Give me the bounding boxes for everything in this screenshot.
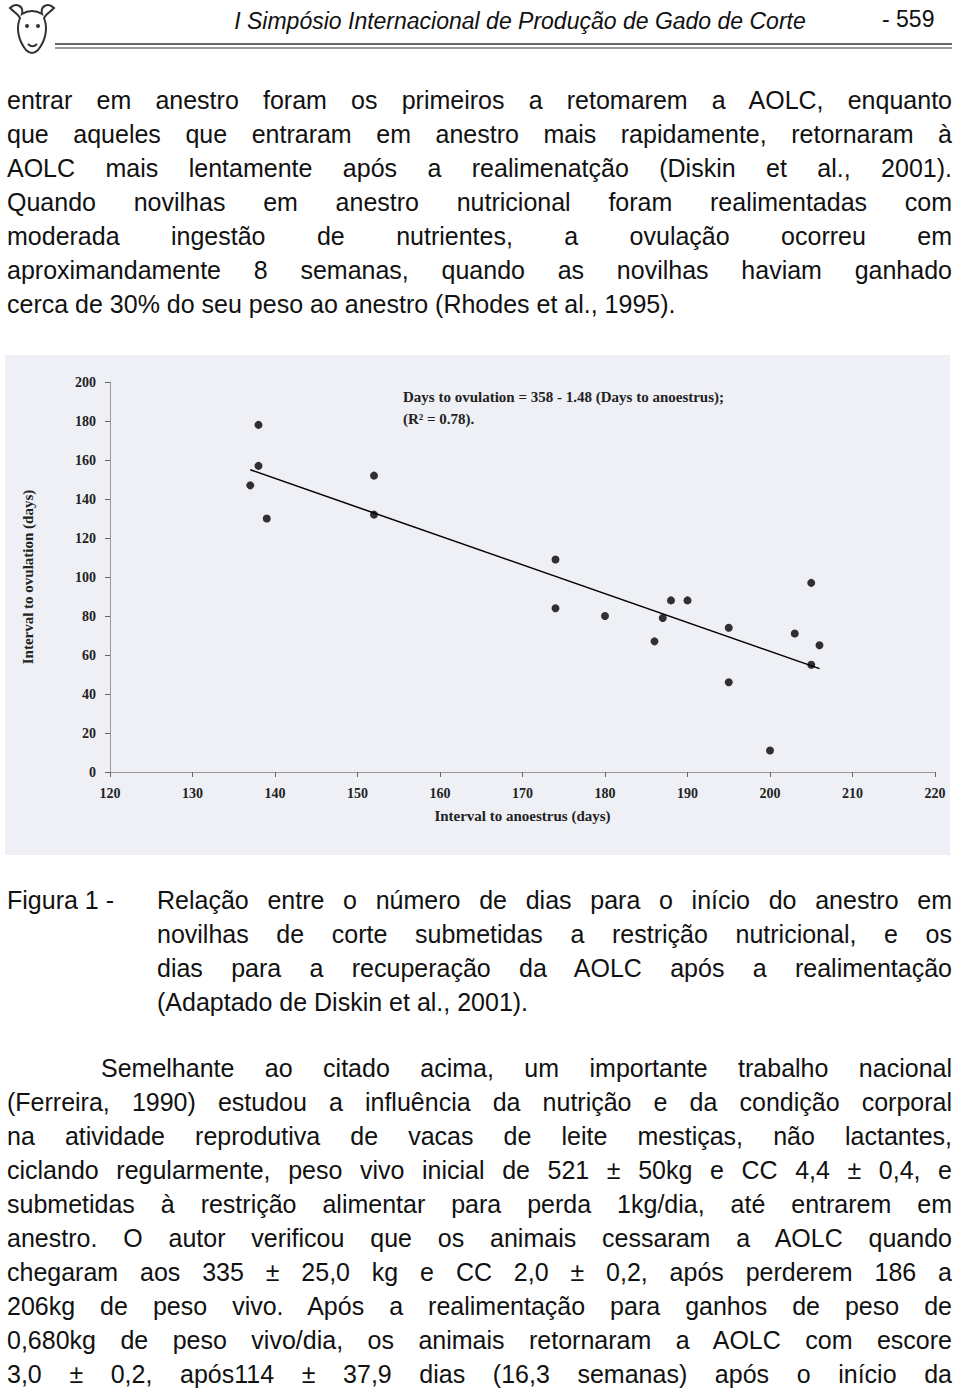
html-text:chegaram aos 335 ± 25,0 kg e C: chegaram aos 335 ± 25,0 kg e CC 2,0 ± 0,… [7, 1258, 952, 1286]
svg-text:160: 160 [430, 786, 451, 801]
html-text:206kg de peso vivo. Após a rea: 206kg de peso vivo. Após a realimentação… [7, 1292, 952, 1320]
svg-text:140: 140 [75, 492, 96, 507]
html-text:- 559: - 559 [882, 6, 935, 32]
html-text:que aqueles que entraram em an: que aqueles que entraram em anestro mais… [7, 120, 952, 148]
svg-text:(R² = 0.78).: (R² = 0.78). [403, 411, 475, 428]
html-text:novilhas de corte submetidas a: novilhas de corte submetidas a restrição… [157, 920, 952, 948]
html-text:na atividade reprodutiva de va: na atividade reprodutiva de vacas de lei… [7, 1122, 952, 1150]
svg-text:180: 180 [75, 414, 96, 429]
html-text:(Adaptado de Diskin et al., 20: (Adaptado de Diskin et al., 2001). [157, 988, 529, 1016]
svg-text:100: 100 [75, 570, 96, 585]
html-text:anestro. O autor verificou que: anestro. O autor verificou que os animai… [7, 1224, 952, 1252]
svg-text:120: 120 [100, 786, 121, 801]
svg-text:210: 210 [842, 786, 863, 801]
svg-text:220: 220 [925, 786, 946, 801]
svg-text:200: 200 [75, 375, 96, 390]
svg-text:60: 60 [82, 648, 96, 663]
html-text:AOLC mais lentamente após a re: AOLC mais lentamente após a realimenatçã… [7, 154, 952, 182]
html-text:(Ferreira, 1990) estudou a inf: (Ferreira, 1990) estudou a influência da… [7, 1088, 952, 1116]
html-text:3,0 ± 0,2, após114 ± 37,9 dias: 3,0 ± 0,2, após114 ± 37,9 dias (16,3 sem… [7, 1360, 952, 1388]
html-text:aproximandamente 8 semanas, qu: aproximandamente 8 semanas, quando as no… [7, 256, 952, 284]
svg-text:120: 120 [75, 531, 96, 546]
html-text:Quando novilhas em anestro nut: Quando novilhas em anestro nutricional f… [7, 188, 952, 216]
html-text:I Simpósio Internacional de Pr: I Simpósio Internacional de Produção de … [234, 8, 806, 34]
svg-text:150: 150 [347, 786, 368, 801]
svg-text:170: 170 [512, 786, 533, 801]
svg-text:130: 130 [182, 786, 203, 801]
svg-text:40: 40 [82, 687, 96, 702]
html-text:cerca de 30% do seu peso ao an: cerca de 30% do seu peso ao anestro (Rho… [7, 290, 676, 318]
svg-text:200: 200 [760, 786, 781, 801]
html-text:ciclando regularmente, peso vi: ciclando regularmente, peso vivo inicial… [7, 1156, 952, 1184]
svg-text:180: 180 [595, 786, 616, 801]
html-text:dias para a recuperação da AOL: dias para a recuperação da AOLC após a r… [157, 954, 952, 982]
svg-text:Interval to ovulation (days): Interval to ovulation (days) [20, 490, 37, 665]
html-text:entrar em anestro foram os pri: entrar em anestro foram os primeiros a r… [7, 86, 952, 114]
svg-text:160: 160 [75, 453, 96, 468]
svg-text:0: 0 [89, 765, 96, 780]
svg-text:20: 20 [82, 726, 96, 741]
html-text:Figura 1 -: Figura 1 - [7, 886, 114, 914]
svg-text:Interval to anoestrus (days): Interval to anoestrus (days) [434, 808, 610, 825]
svg-text:80: 80 [82, 609, 96, 624]
svg-text:190: 190 [677, 786, 698, 801]
svg-text:Days to ovulation = 358 - 1.48: Days to ovulation = 358 - 1.48 (Days to … [403, 389, 724, 406]
html-text:Semelhante ao citado acima, um: Semelhante ao citado acima, um important… [101, 1054, 952, 1082]
html-text:moderada ingestão de nutriente: moderada ingestão de nutrientes, a ovula… [7, 222, 952, 250]
html-text:Relação entre o número de dias: Relação entre o número de dias para o in… [157, 886, 952, 914]
html-text:submetidas à restrição aliment: submetidas à restrição alimentar para pe… [7, 1190, 952, 1218]
html-text:0,680kg de peso vivo/dia, os a: 0,680kg de peso vivo/dia, os animais ret… [7, 1326, 952, 1354]
svg-text:140: 140 [265, 786, 286, 801]
